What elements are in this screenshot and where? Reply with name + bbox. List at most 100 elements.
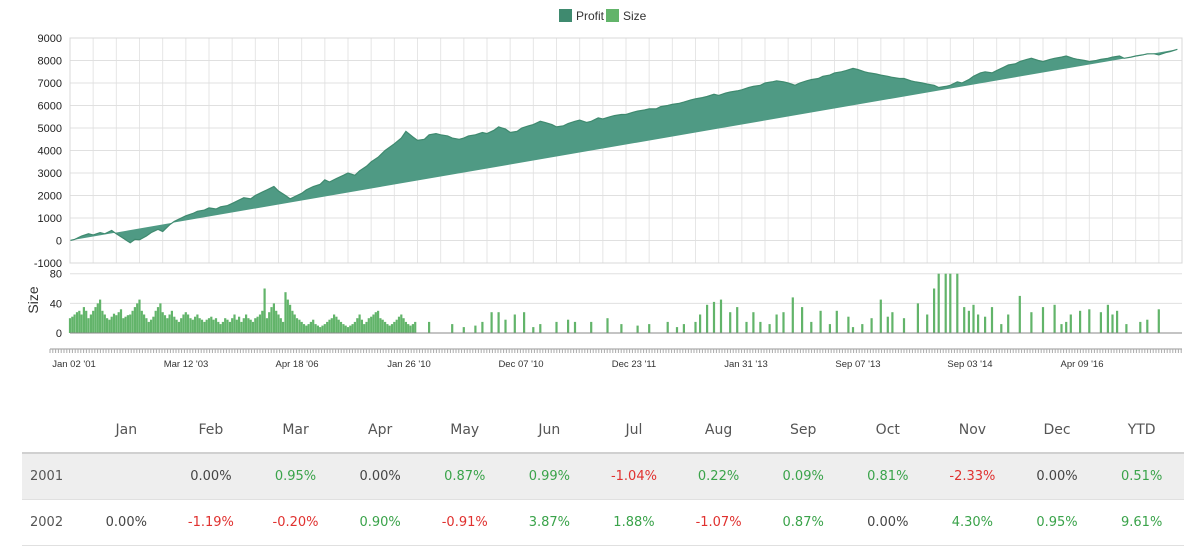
size-bar[interactable]	[532, 327, 535, 333]
size-bar[interactable]	[191, 319, 194, 333]
size-bar[interactable]	[233, 314, 236, 334]
size-bar[interactable]	[147, 321, 150, 333]
size-bar[interactable]	[1157, 309, 1160, 333]
size-bar[interactable]	[309, 321, 312, 333]
size-bar[interactable]	[752, 312, 755, 333]
size-bar[interactable]	[428, 321, 431, 333]
size-bar[interactable]	[926, 314, 929, 334]
size-bar[interactable]	[1018, 295, 1021, 333]
size-bar[interactable]	[247, 318, 250, 333]
size-bar[interactable]	[312, 319, 315, 333]
size-bar[interactable]	[972, 304, 975, 333]
size-bar[interactable]	[166, 318, 169, 333]
size-bar[interactable]	[768, 324, 771, 333]
size-bar[interactable]	[393, 321, 396, 333]
size-bar[interactable]	[956, 273, 959, 333]
size-bar[interactable]	[207, 318, 211, 333]
size-bar[interactable]	[719, 299, 723, 333]
size-bar[interactable]	[82, 307, 85, 333]
size-bar[interactable]	[122, 318, 125, 333]
size-bar[interactable]	[228, 321, 231, 333]
size-bar[interactable]	[402, 318, 405, 333]
size-bar[interactable]	[370, 316, 373, 333]
size-bar[interactable]	[94, 307, 97, 333]
size-bar[interactable]	[196, 314, 199, 334]
size-bar[interactable]	[356, 318, 359, 333]
size-bar[interactable]	[675, 327, 679, 333]
size-bar[interactable]	[173, 316, 176, 333]
size-bar[interactable]	[89, 314, 92, 334]
size-bar[interactable]	[156, 307, 160, 333]
size-bar[interactable]	[328, 319, 331, 333]
size-bar[interactable]	[351, 324, 354, 333]
size-bar[interactable]	[349, 325, 352, 333]
size-bar[interactable]	[138, 299, 141, 333]
size-bar[interactable]	[462, 327, 465, 333]
size-bar[interactable]	[235, 319, 238, 333]
size-bar[interactable]	[851, 327, 855, 333]
size-bar[interactable]	[242, 318, 245, 333]
size-bar[interactable]	[200, 319, 204, 333]
size-bar[interactable]	[145, 318, 148, 333]
size-bar[interactable]	[523, 312, 526, 333]
size-bar[interactable]	[124, 316, 127, 333]
size-bar[interactable]	[112, 313, 116, 333]
size-bar[interactable]	[275, 310, 278, 333]
size-bar[interactable]	[648, 324, 651, 333]
size-bar[interactable]	[115, 315, 118, 333]
size-bar[interactable]	[573, 321, 577, 333]
size-bar[interactable]	[411, 324, 414, 333]
size-bar[interactable]	[256, 316, 259, 333]
legend-swatch-size[interactable]	[606, 9, 619, 22]
size-bar[interactable]	[490, 312, 493, 333]
size-bar[interactable]	[694, 321, 697, 333]
size-bar[interactable]	[291, 310, 294, 333]
size-bar[interactable]	[555, 321, 558, 333]
size-bar[interactable]	[666, 321, 669, 333]
size-bar[interactable]	[251, 321, 255, 333]
size-bar[interactable]	[1146, 319, 1149, 333]
size-bar[interactable]	[810, 321, 813, 333]
size-bar[interactable]	[314, 324, 317, 333]
size-bar[interactable]	[828, 324, 831, 333]
size-bar[interactable]	[360, 319, 363, 333]
size-bar[interactable]	[390, 324, 394, 333]
size-bar[interactable]	[268, 312, 271, 333]
size-bar[interactable]	[377, 310, 380, 333]
size-bar[interactable]	[397, 316, 401, 333]
size-bar[interactable]	[346, 327, 350, 333]
size-bar[interactable]	[73, 314, 76, 334]
size-bar[interactable]	[381, 319, 384, 333]
size-bar[interactable]	[1053, 304, 1056, 333]
size-bar[interactable]	[80, 314, 83, 334]
size-bar[interactable]	[184, 312, 187, 333]
size-bar[interactable]	[238, 316, 241, 333]
size-bar[interactable]	[706, 304, 709, 333]
size-bar[interactable]	[409, 325, 412, 333]
size-bar[interactable]	[636, 325, 639, 333]
size-bar[interactable]	[388, 325, 391, 333]
size-bar[interactable]	[261, 310, 264, 333]
size-bar[interactable]	[1116, 310, 1119, 333]
size-bar[interactable]	[819, 310, 822, 333]
size-bar[interactable]	[321, 325, 324, 333]
size-bar[interactable]	[414, 321, 417, 333]
size-bar[interactable]	[699, 314, 702, 334]
size-bar[interactable]	[801, 307, 804, 333]
size-bar[interactable]	[333, 314, 336, 334]
size-bar[interactable]	[293, 314, 296, 334]
size-bar[interactable]	[126, 315, 129, 333]
size-bar[interactable]	[143, 314, 146, 334]
size-bar[interactable]	[481, 321, 484, 333]
size-bar[interactable]	[68, 318, 72, 333]
size-bar[interactable]	[379, 318, 382, 333]
size-bar[interactable]	[404, 321, 407, 333]
size-bar[interactable]	[212, 319, 215, 333]
size-bar[interactable]	[1099, 312, 1102, 333]
size-bar[interactable]	[1041, 307, 1045, 333]
size-bar[interactable]	[279, 318, 282, 333]
size-bar[interactable]	[140, 310, 143, 333]
size-bar[interactable]	[902, 318, 906, 333]
size-bar[interactable]	[302, 324, 306, 333]
size-bar[interactable]	[170, 310, 173, 333]
